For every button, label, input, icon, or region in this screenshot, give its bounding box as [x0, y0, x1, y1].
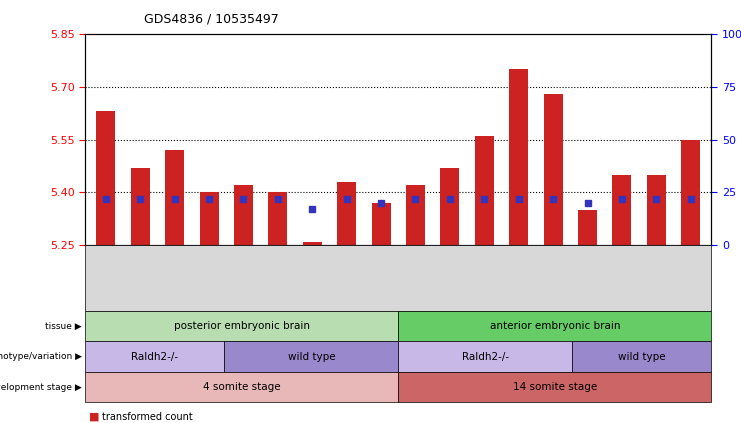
Text: anterior embryonic brain: anterior embryonic brain	[490, 321, 620, 331]
Text: development stage ▶: development stage ▶	[0, 382, 82, 392]
Bar	[268, 192, 288, 245]
Bar	[544, 94, 562, 245]
Text: Raldh2-/-: Raldh2-/-	[462, 352, 509, 362]
Bar	[372, 203, 391, 245]
Text: transformed count: transformed count	[102, 412, 192, 422]
Bar	[681, 140, 700, 245]
Text: posterior embryonic brain: posterior embryonic brain	[173, 321, 310, 331]
Bar	[131, 168, 150, 245]
Text: wild type: wild type	[618, 352, 665, 362]
Text: tissue ▶: tissue ▶	[45, 321, 82, 331]
Text: genotype/variation ▶: genotype/variation ▶	[0, 352, 82, 361]
Bar	[440, 168, 459, 245]
Bar	[96, 111, 116, 245]
Bar	[234, 185, 253, 245]
Bar	[613, 175, 631, 245]
Bar	[406, 185, 425, 245]
Text: wild type: wild type	[288, 352, 335, 362]
Bar	[475, 136, 494, 245]
Text: ■: ■	[89, 412, 99, 422]
Bar	[303, 242, 322, 245]
Text: 4 somite stage: 4 somite stage	[203, 382, 281, 392]
Bar	[509, 69, 528, 245]
Bar	[578, 210, 597, 245]
Bar	[337, 182, 356, 245]
Text: Raldh2-/-: Raldh2-/-	[131, 352, 179, 362]
Bar	[165, 150, 184, 245]
Text: 14 somite stage: 14 somite stage	[513, 382, 597, 392]
Bar	[199, 192, 219, 245]
Text: GDS4836 / 10535497: GDS4836 / 10535497	[144, 13, 279, 26]
Bar	[647, 175, 665, 245]
